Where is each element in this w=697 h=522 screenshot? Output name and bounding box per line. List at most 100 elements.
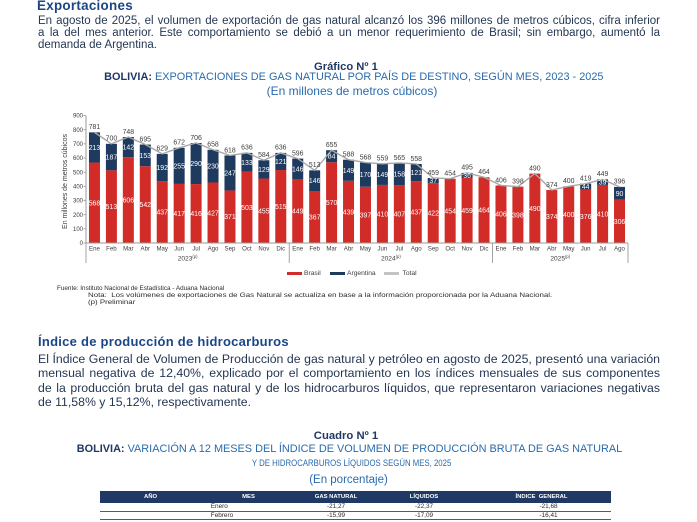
svg-text:306: 306 [614,219,626,226]
svg-text:596: 596 [292,150,304,157]
svg-text:406: 406 [495,212,507,219]
svg-text:170: 170 [360,172,372,179]
svg-text:396: 396 [614,179,626,186]
svg-text:May: May [563,246,575,253]
svg-text:503: 503 [241,205,253,212]
svg-text:464: 464 [478,169,490,176]
svg-text:100: 100 [73,227,84,233]
svg-text:May: May [156,246,168,253]
svg-text:449: 449 [292,209,304,216]
svg-text:900: 900 [73,114,84,120]
svg-text:781: 781 [89,124,101,131]
svg-text:192: 192 [156,165,168,172]
svg-text:39: 39 [599,180,607,187]
svg-text:149: 149 [343,168,355,175]
svg-text:695: 695 [140,136,152,143]
svg-text:490: 490 [529,165,541,172]
svg-text:146: 146 [309,178,321,185]
svg-text:247: 247 [224,170,236,177]
svg-text:0: 0 [80,241,84,247]
svg-text:Feb: Feb [106,246,117,253]
svg-text:417: 417 [173,211,185,218]
svg-text:Sep: Sep [428,246,439,253]
svg-text:Nov: Nov [258,246,270,253]
svg-text:37: 37 [429,178,437,185]
svg-text:454: 454 [444,170,456,177]
svg-text:559: 559 [377,156,389,163]
svg-text:May: May [360,246,372,253]
svg-text:213: 213 [89,145,101,152]
svg-text:367: 367 [309,215,321,222]
svg-text:Ago: Ago [411,246,422,253]
svg-text:542: 542 [140,202,152,209]
svg-text:672: 672 [173,140,185,147]
svg-text:398: 398 [512,212,524,219]
svg-text:Nov: Nov [462,246,474,253]
svg-text:706: 706 [190,135,202,142]
svg-text:Ago: Ago [208,246,219,253]
svg-text:748: 748 [123,129,135,136]
svg-text:84: 84 [328,154,336,161]
svg-text:449: 449 [597,171,609,178]
svg-text:400: 400 [563,212,575,219]
svg-text:290: 290 [190,161,202,168]
svg-text:459: 459 [427,170,439,177]
svg-text:Jul: Jul [599,246,607,253]
svg-text:410: 410 [597,211,609,218]
svg-text:455: 455 [258,208,270,215]
svg-text:464: 464 [478,208,490,215]
svg-text:Dic: Dic [276,246,285,253]
svg-text:570: 570 [326,200,338,207]
svg-text:636: 636 [241,145,253,152]
svg-text:Abr: Abr [141,246,150,253]
svg-text:439: 439 [343,209,355,216]
svg-text:142: 142 [123,145,135,152]
svg-text:Ago: Ago [614,246,625,253]
svg-text:Jun: Jun [174,246,184,253]
svg-text:513: 513 [106,204,118,211]
svg-text:Oct: Oct [242,246,252,253]
svg-text:629: 629 [156,146,168,153]
svg-text:568: 568 [89,200,101,207]
svg-text:230: 230 [207,164,219,171]
svg-text:618: 618 [224,147,236,154]
svg-text:2023(p): 2023(p) [178,254,198,262]
svg-text:Ene: Ene [496,246,507,253]
svg-text:422: 422 [427,211,439,218]
svg-text:Feb: Feb [309,246,320,253]
svg-text:Feb: Feb [513,246,524,253]
svg-text:300: 300 [73,199,84,205]
svg-text:700: 700 [73,142,84,148]
svg-text:490: 490 [529,206,541,213]
svg-text:397: 397 [360,212,372,219]
svg-text:636: 636 [275,145,287,152]
svg-text:513: 513 [309,162,321,169]
svg-text:121: 121 [411,170,423,177]
svg-text:410: 410 [377,211,389,218]
svg-text:495: 495 [461,165,473,172]
svg-text:146: 146 [292,166,304,173]
svg-text:Oct: Oct [445,246,455,253]
svg-text:Jul: Jul [395,246,403,253]
svg-text:515: 515 [275,204,287,211]
svg-text:44: 44 [582,184,590,191]
svg-text:588: 588 [343,152,355,159]
svg-text:153: 153 [140,153,152,160]
svg-text:Ene: Ene [292,246,303,253]
svg-text:371: 371 [224,214,236,221]
svg-text:36: 36 [463,173,471,180]
svg-text:90: 90 [616,191,624,198]
svg-text:Ene: Ene [89,246,100,253]
svg-text:187: 187 [106,155,118,162]
svg-text:Jun: Jun [377,246,387,253]
svg-text:2024(p): 2024(p) [381,254,401,262]
svg-text:129: 129 [258,167,270,174]
svg-text:Jun: Jun [581,246,591,253]
svg-text:Dic: Dic [480,246,489,253]
svg-text:565: 565 [394,155,406,162]
svg-text:200: 200 [73,213,84,219]
svg-text:437: 437 [411,210,423,217]
svg-text:Mar: Mar [123,246,134,253]
svg-text:407: 407 [394,212,406,219]
svg-text:584: 584 [258,152,270,159]
